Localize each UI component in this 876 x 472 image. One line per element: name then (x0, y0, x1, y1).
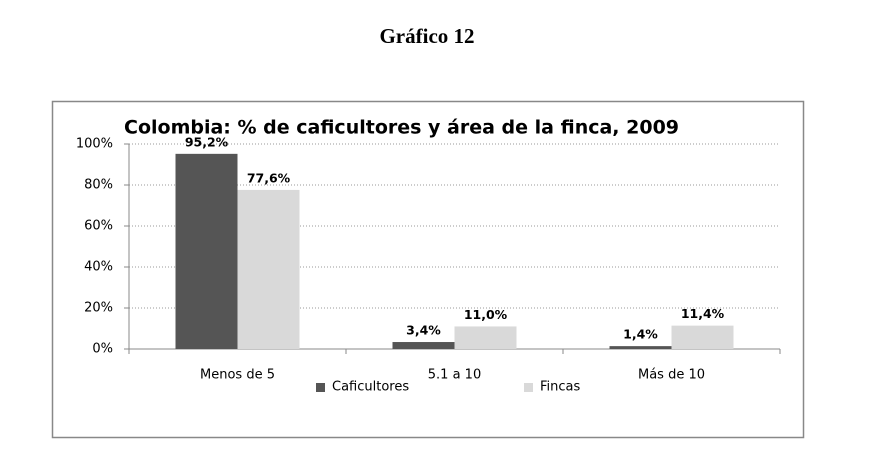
legend-label: Caficultores (332, 380, 409, 395)
y-tick-label: 20% (84, 301, 113, 316)
y-tick-label: 60% (84, 219, 113, 234)
heading: Gráfico 12 (379, 24, 474, 48)
x-tick-label: Menos de 5 (200, 368, 275, 383)
bar (392, 342, 455, 349)
x-tick-label: Más de 10 (638, 368, 705, 383)
value-label: 1,4% (623, 327, 658, 342)
value-label: 77,6% (247, 170, 291, 185)
value-label: 95,2% (185, 134, 229, 149)
value-label: 11,4% (681, 306, 725, 321)
y-tick-label: 0% (92, 342, 113, 357)
value-label: 11,0% (464, 307, 508, 322)
bar (671, 325, 734, 349)
bar (454, 326, 517, 349)
bar (175, 153, 238, 349)
x-tick-label: 5.1 a 10 (428, 368, 481, 383)
chart-frame (51, 100, 805, 439)
legend-label: Fincas (540, 380, 580, 395)
bar (237, 189, 300, 349)
bar (609, 346, 672, 349)
y-tick-label: 100% (76, 137, 113, 152)
y-tick-label: 40% (84, 260, 113, 275)
value-label: 3,4% (406, 323, 441, 338)
legend-swatch (524, 383, 533, 392)
chart-title: Colombia: % de caficultores y área de la… (124, 117, 679, 139)
y-tick-label: 80% (84, 178, 113, 193)
legend-swatch (316, 383, 325, 392)
